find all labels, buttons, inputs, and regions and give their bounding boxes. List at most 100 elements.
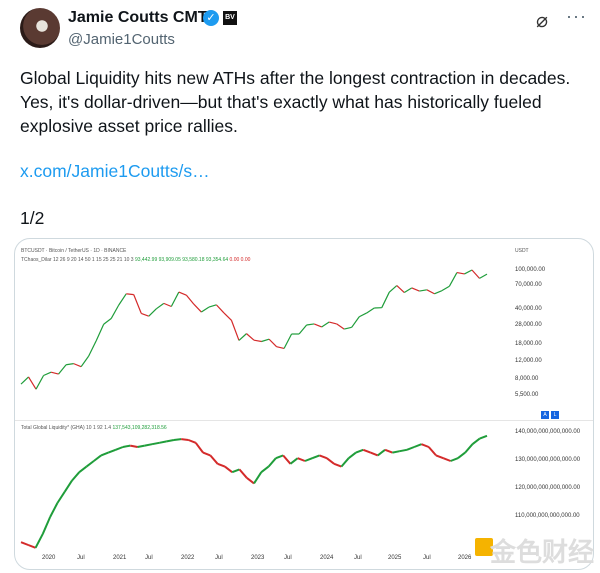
btc-segment [306, 323, 315, 326]
btc-segment [471, 269, 480, 279]
btc-segment [66, 363, 74, 366]
x-axis-tick: Jul [423, 555, 431, 561]
liquidity-segment [333, 462, 342, 468]
x-axis-tick: 2023 [251, 555, 265, 561]
currency-label: USDT [515, 248, 529, 254]
liquidity-segment [304, 457, 313, 462]
watermark: 金色财经 [490, 537, 595, 567]
btc-y-tick: 18,000.00 [515, 340, 542, 347]
avatar[interactable] [20, 8, 60, 48]
btc-segment [193, 303, 202, 313]
liquidity-segment [217, 462, 226, 468]
liquidity-segment [194, 442, 204, 454]
x-axis-tick: 2020 [42, 555, 56, 561]
btc-segment [283, 333, 293, 349]
auto-scale-button[interactable]: A [541, 411, 549, 419]
liquidity-segment [151, 441, 160, 446]
more-icon[interactable]: ··· [566, 6, 587, 26]
btc-segment [321, 321, 330, 328]
liquidity-segment [355, 448, 364, 454]
liquidity-segment [442, 457, 451, 462]
btc-segment [268, 338, 277, 348]
btc-y-tick: 12,000.00 [515, 358, 542, 365]
author-name[interactable]: Jamie Coutts CMT [68, 9, 208, 26]
x-axis-tick: 2026 [458, 555, 472, 561]
liquidity-segment [56, 491, 66, 504]
liquidity-segment [159, 440, 167, 444]
liquidity-segment [427, 446, 437, 457]
chart-image[interactable]: BTCUSDT · Bitcoin / TetherUS · 1D · BINA… [14, 238, 594, 570]
liquidity-segment [319, 454, 328, 460]
liquidity-segment [224, 465, 233, 473]
btc-segment [411, 287, 420, 292]
liquidity-segment [188, 439, 197, 444]
liquidity-segment [137, 444, 145, 448]
btc-segment [434, 290, 443, 295]
chart-svg [20, 269, 488, 549]
liquidity-segment [71, 471, 81, 482]
verified-check-icon: ✓ [203, 10, 219, 26]
btc-y-tick: 40,000.00 [515, 306, 542, 313]
btc-segment [43, 371, 52, 377]
btc-segment [261, 338, 270, 343]
liquidity-segment [260, 465, 270, 473]
x-axis-tick: 2022 [181, 555, 195, 561]
liquidity-segment [122, 444, 131, 448]
liquidity-segment [41, 516, 52, 535]
liquidity-segment [49, 502, 59, 518]
liquidity-segment [289, 457, 299, 465]
indicator-label: TChaos_Dilar 12 26 9 20 14 50 1 15 25 25… [21, 257, 250, 263]
liquidity-segment [311, 454, 320, 460]
indicator-values-red: 0.00 0.00 [229, 257, 251, 263]
btc-y-tick: 28,000.00 [515, 321, 542, 328]
liquidity-segment [209, 454, 219, 465]
liquidity-segment [399, 448, 408, 453]
liquidity-segment [27, 544, 36, 549]
grok-icon[interactable]: ⌀ [536, 10, 549, 32]
btc-segment [58, 364, 67, 375]
liquidity-y-tick: 110,000,000,000,000.00 [515, 513, 580, 519]
liquidity-segment [85, 460, 95, 468]
btc-segment [329, 321, 337, 325]
liquidity-segment [471, 437, 481, 445]
liquidity-segment [115, 446, 124, 451]
btc-segment [28, 376, 37, 390]
x-axis-tick: Jul [284, 555, 292, 561]
liquidity-segment [231, 468, 240, 474]
liquidity-segment [297, 457, 306, 462]
btc-y-tick: 5,500.00 [515, 391, 539, 398]
btc-segment [366, 307, 375, 314]
lower-title-text: Total Global Liquidity* (GHA) 10 1 92 1.… [21, 425, 112, 431]
liquidity-segment [413, 443, 422, 448]
tweet-link[interactable]: x.com/Jamie1Coutts/s… [20, 161, 210, 181]
liquidity-segment [93, 454, 102, 462]
btc-segment [50, 371, 59, 375]
indicator-values: 93,442.99 93,909.05 93,580.18 93,354.64 [134, 257, 229, 263]
x-axis-tick: Jul [77, 555, 85, 561]
liquidity-segment [267, 457, 277, 468]
btc-segment [148, 308, 157, 317]
author-handle[interactable]: @Jamie1Coutts [68, 31, 175, 48]
btc-segment [456, 271, 465, 275]
btc-segment [479, 273, 488, 279]
liquidity-segment [384, 448, 393, 454]
btc-segment [88, 340, 97, 357]
btc-segment [35, 375, 45, 390]
btc-segment [208, 304, 217, 308]
btc-y-tick: 70,000.00 [515, 282, 542, 289]
liquidity-segment [100, 451, 109, 457]
affiliate-badge-icon[interactable]: BV [223, 11, 237, 25]
btc-segment [344, 326, 352, 330]
btc-segment [170, 291, 180, 307]
liquidity-segment [166, 439, 175, 443]
log-scale-button[interactable]: L [551, 411, 559, 419]
liquidity-segment [421, 443, 430, 448]
btc-segment [464, 269, 473, 275]
liquidity-segment [282, 454, 292, 465]
liquidity-segment [238, 468, 248, 479]
btc-segment [396, 285, 405, 293]
btc-segment [404, 287, 413, 294]
btc-segment [141, 312, 149, 317]
liquidity-segment [450, 457, 459, 462]
btc-segment [313, 323, 322, 328]
